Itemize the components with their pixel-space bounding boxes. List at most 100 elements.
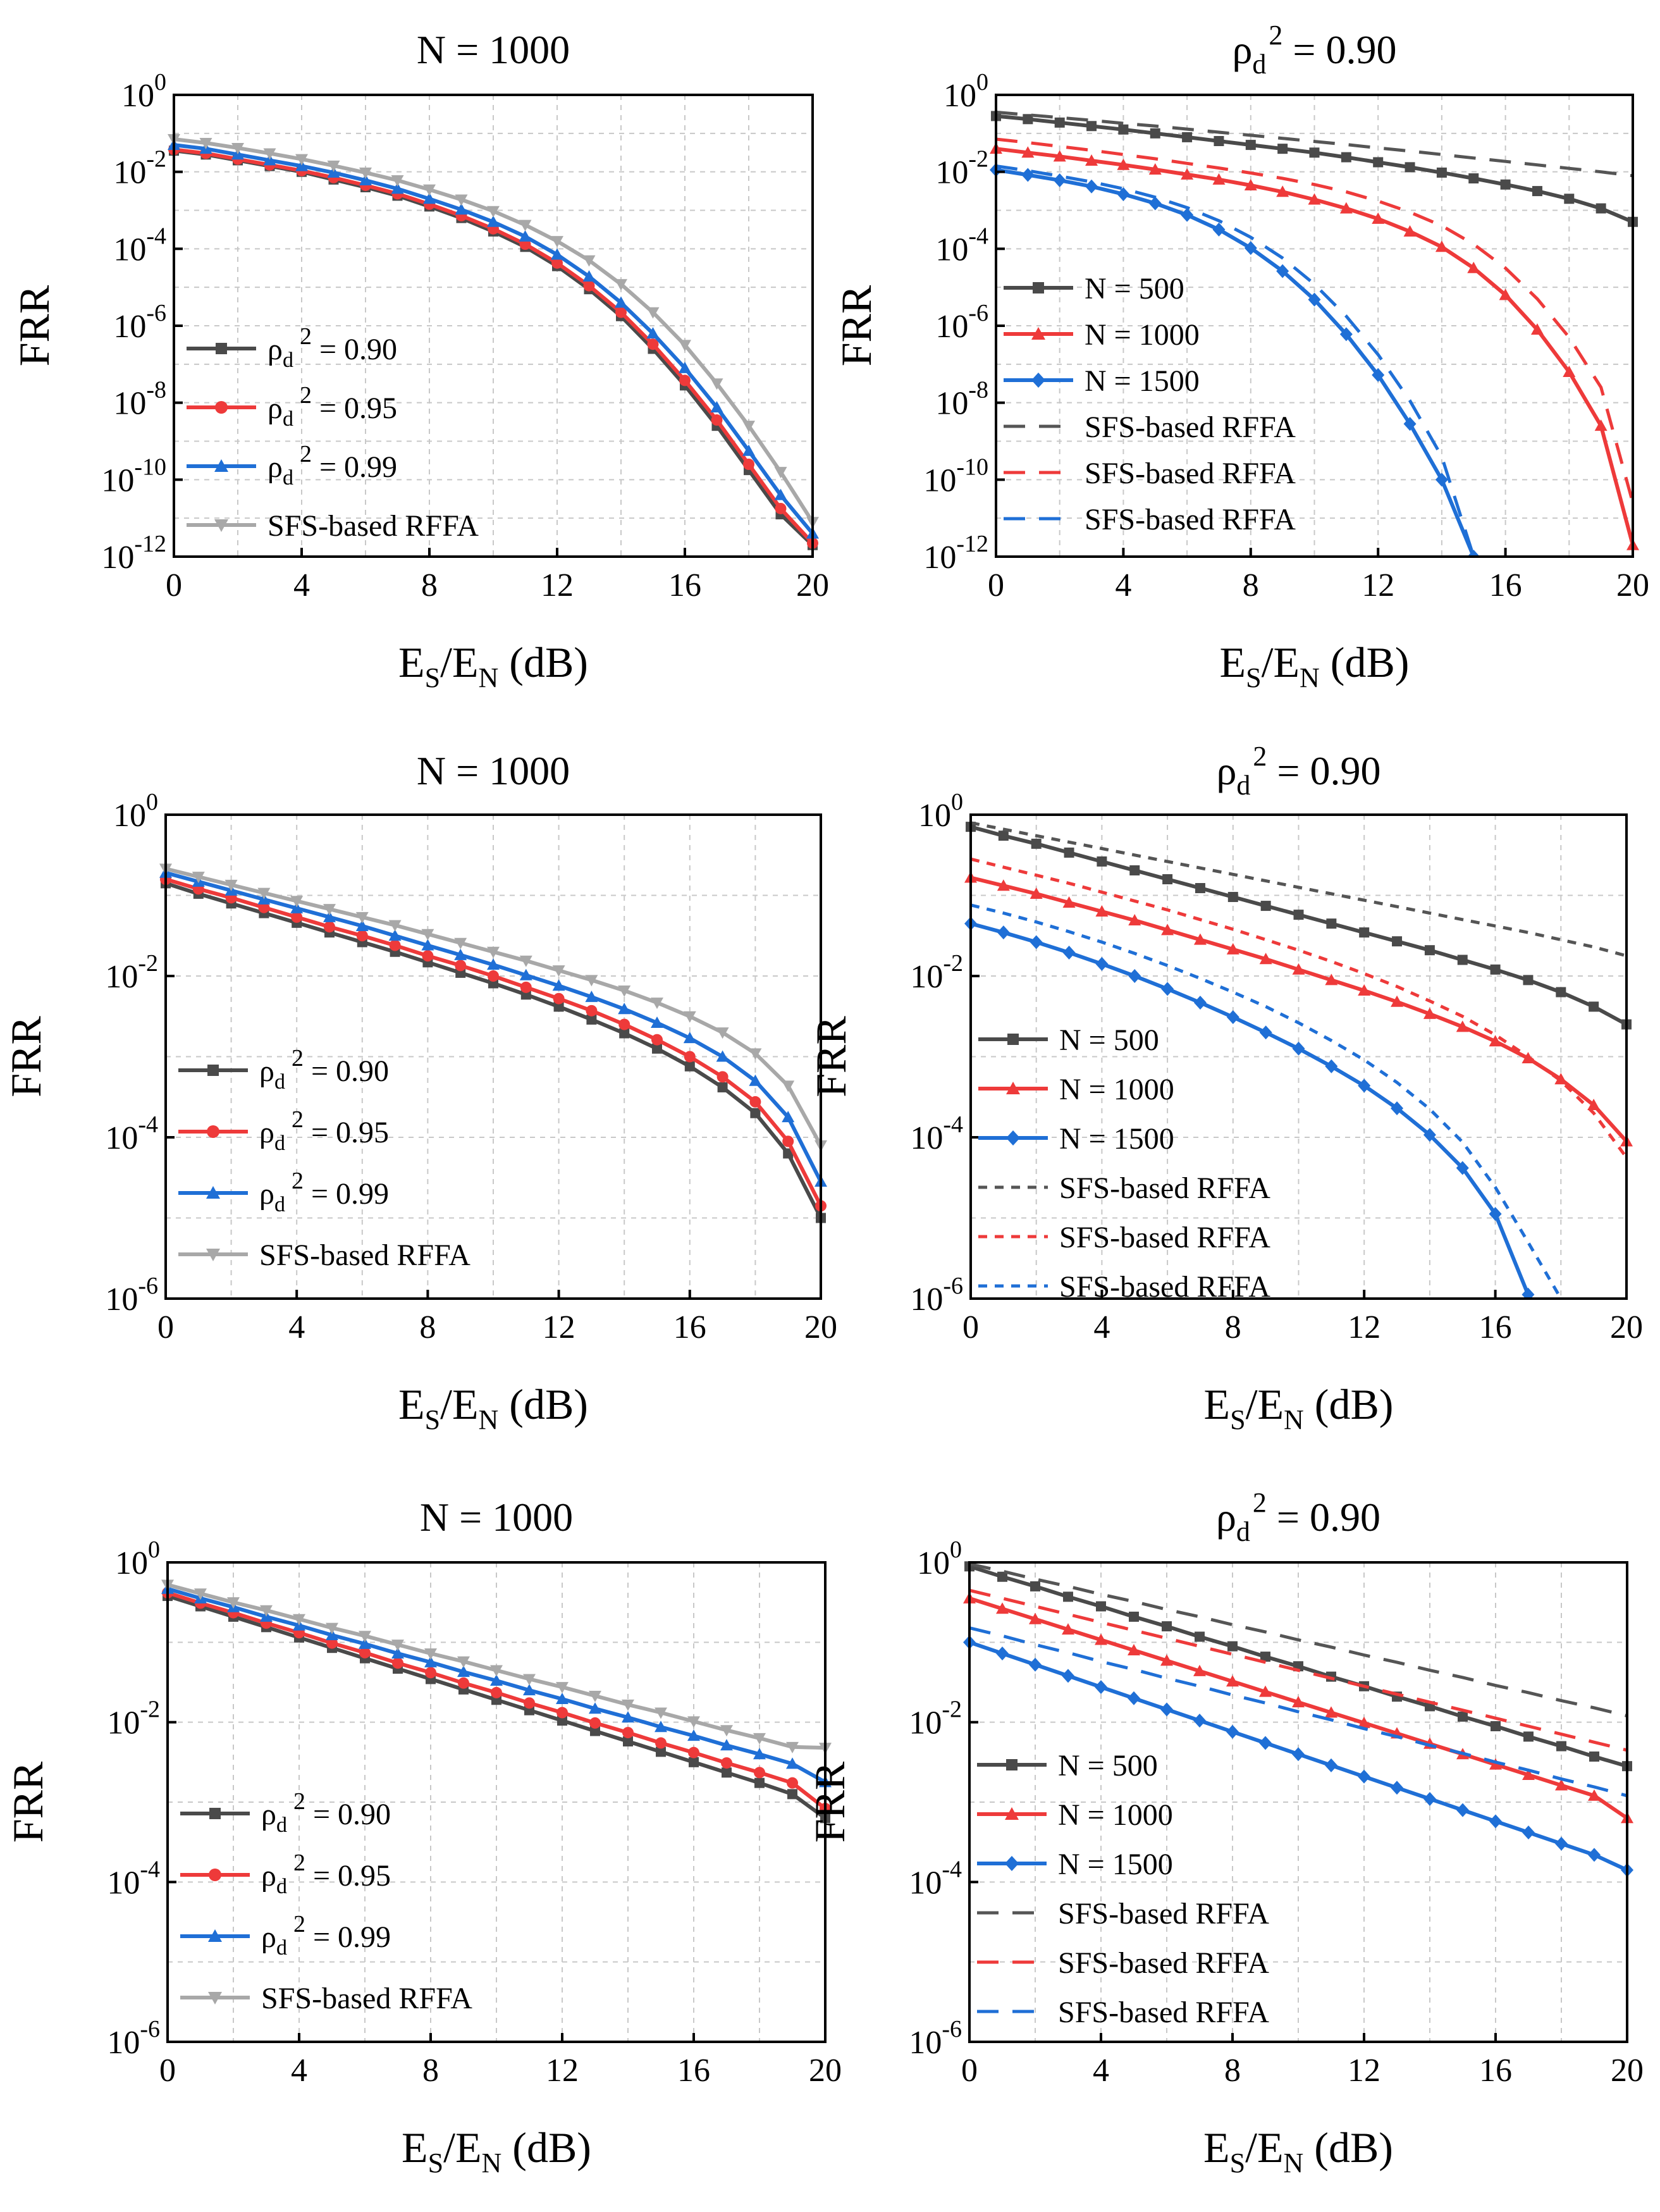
data-point xyxy=(355,911,369,924)
legend-item: SFS-based RFFA xyxy=(978,1221,1270,1254)
x-tick-label: 8 xyxy=(421,567,438,603)
data-point xyxy=(422,950,434,962)
data-point xyxy=(586,1004,598,1016)
data-point xyxy=(1325,1758,1337,1772)
legend-marker xyxy=(1031,373,1045,388)
data-point xyxy=(388,920,402,932)
y-tick-label: 100 xyxy=(113,789,158,834)
y-tick-label: 100 xyxy=(918,789,963,834)
data-point xyxy=(1227,892,1238,903)
chart-panel-4: 0 4 8 12 16 20 10-6 10-4 10-2 100 FRR ES/EN (dB) ρd2… xyxy=(807,741,1643,1435)
legend-marker xyxy=(1006,1130,1020,1146)
data-point xyxy=(1522,1826,1535,1840)
data-point xyxy=(1148,163,1162,175)
data-point xyxy=(1193,996,1207,1010)
legend-marker xyxy=(1031,327,1045,340)
legend: N = 500 N = 1000 N = 1500 SFS-based RFFA SFS… xyxy=(977,1749,1269,2029)
data-point xyxy=(1181,207,1194,222)
chart-title: ρd2 = 0.90 xyxy=(1216,1487,1380,1547)
data-point xyxy=(618,1018,630,1030)
series-sfs-solid xyxy=(161,1579,832,1755)
data-point xyxy=(389,939,401,951)
data-point xyxy=(1405,162,1415,173)
data-point xyxy=(327,160,340,172)
x-tick-label: 16 xyxy=(1489,567,1522,603)
data-point xyxy=(996,1647,1009,1661)
data-point xyxy=(1309,147,1320,158)
data-point xyxy=(749,1074,762,1086)
x-tick-label: 20 xyxy=(1616,567,1649,603)
x-tick-label: 16 xyxy=(1479,1309,1512,1345)
data-point xyxy=(552,965,565,977)
y-axis-label: FRR xyxy=(832,285,880,366)
x-tick-label: 12 xyxy=(1348,1309,1380,1345)
data-point xyxy=(293,1614,305,1626)
data-point xyxy=(1030,1581,1040,1591)
data-point xyxy=(1435,240,1448,252)
data-point xyxy=(519,955,532,967)
data-point xyxy=(1522,1769,1535,1781)
data-point xyxy=(1423,1128,1436,1142)
data-point xyxy=(1292,1041,1305,1056)
plot-clip xyxy=(172,558,815,572)
x-axis-label: ES/EN (dB) xyxy=(1203,2123,1393,2178)
data-point xyxy=(589,1702,601,1714)
chart-title: ρd2 = 0.90 xyxy=(1216,741,1380,801)
data-point xyxy=(721,1757,732,1769)
legend-item: N = 500 xyxy=(978,1023,1159,1057)
x-axis-label: ES/EN (dB) xyxy=(402,2123,591,2178)
y-axis-label: FRR xyxy=(806,1761,854,1843)
data-point xyxy=(783,1148,794,1159)
legend-label: N = 500 xyxy=(1058,1749,1158,1783)
legend-item: N = 1000 xyxy=(978,1073,1174,1106)
series-line xyxy=(969,1562,1628,1718)
data-point xyxy=(523,1684,536,1696)
data-point xyxy=(1029,1612,1042,1624)
x-axis-label: ES/EN (dB) xyxy=(398,1380,588,1435)
legend-item: ρd2 = 0.95 xyxy=(178,1106,389,1155)
y-tick-label: 10-2 xyxy=(107,1696,160,1741)
data-point xyxy=(457,1656,470,1668)
legend-label: N = 500 xyxy=(1059,1023,1159,1057)
data-point xyxy=(1181,168,1194,180)
data-point xyxy=(1436,167,1447,178)
data-point xyxy=(556,1707,568,1719)
data-point xyxy=(1489,1758,1502,1770)
data-point xyxy=(359,167,372,179)
y-tick-label: 10-4 xyxy=(105,1111,158,1156)
data-point xyxy=(1391,1101,1404,1116)
data-point xyxy=(1326,918,1337,929)
data-point xyxy=(720,1725,733,1737)
x-tick-label: 12 xyxy=(1362,567,1394,603)
series-n1000-solid xyxy=(162,1587,831,1815)
data-point xyxy=(646,307,660,319)
series-dash1000-dashed xyxy=(995,137,1635,504)
data-point xyxy=(391,1647,404,1659)
data-point xyxy=(710,378,723,390)
data-point xyxy=(1227,1641,1238,1652)
series-line xyxy=(969,1588,1628,1752)
plot-frame xyxy=(166,1561,827,2043)
data-point xyxy=(787,1777,798,1789)
legend-marker xyxy=(1007,1034,1019,1045)
data-point xyxy=(391,182,404,194)
data-point xyxy=(1226,1010,1239,1025)
legend-label: SFS-based RFFA xyxy=(261,1982,472,2015)
data-point xyxy=(1053,150,1066,162)
data-point xyxy=(551,257,563,269)
y-tick-label: 100 xyxy=(917,1536,962,1581)
chart-title: N = 1000 xyxy=(417,748,570,793)
chart-panel-2: 0 4 8 12 16 20 10-12 10-10 10-8 10-6 10-4 10-2 100 FR… xyxy=(832,20,1649,693)
legend-item: N = 1000 xyxy=(977,1798,1173,1832)
chart-panel-6: 0 4 8 12 16 20 10-6 10-4 10-2 100 FRR ES/EN (dB) ρd2… xyxy=(806,1487,1644,2178)
series-dash1000-dotted xyxy=(970,857,1628,1159)
y-tick-label: 100 xyxy=(121,69,166,114)
x-tick-label: 4 xyxy=(1093,2053,1109,2089)
data-point xyxy=(623,1736,633,1746)
series-n1500-solid xyxy=(159,866,827,1187)
x-axis-label: ES/EN (dB) xyxy=(1204,1380,1394,1435)
data-point xyxy=(359,1637,371,1649)
legend-label: SFS-based RFFA xyxy=(267,509,479,543)
data-point xyxy=(679,374,691,386)
data-point xyxy=(615,306,627,318)
